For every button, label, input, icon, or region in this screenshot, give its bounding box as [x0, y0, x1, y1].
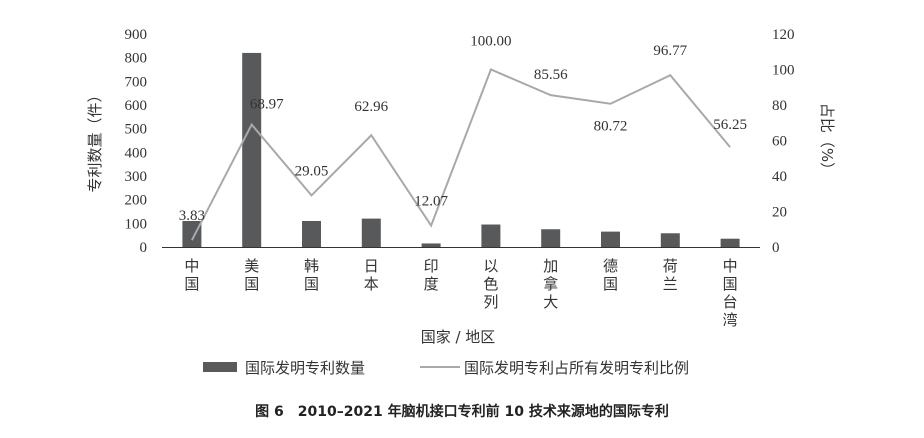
category-label: 中国 — [184, 257, 199, 293]
bar — [541, 229, 561, 247]
figure-caption: 图 6 2010–2021 年脑机接口专利前 10 技术来源地的国际专利 — [255, 403, 669, 420]
bar — [481, 224, 501, 247]
bar — [302, 220, 321, 247]
x-axis-title: 国家 / 地区 — [421, 328, 496, 346]
left-tick-label: 800 — [125, 51, 148, 67]
category-label: 日本 — [364, 257, 379, 293]
bar — [182, 220, 202, 247]
category-label: 印度 — [424, 257, 439, 293]
right-tick-label: 80 — [772, 98, 787, 114]
left-axis-ticks: 0 100 200 300 400 500 600 700 800 900 — [125, 27, 148, 256]
data-label: 29.05 — [295, 163, 329, 179]
line-data-labels: 3.83 68.97 29.05 62.96 12.07 100.00 85.56 80.72… — [179, 34, 747, 225]
data-label: 96.77 — [653, 43, 687, 59]
left-tick-label: 600 — [125, 98, 148, 114]
category-label: 以色列 — [483, 257, 498, 311]
data-label: 85.56 — [534, 67, 568, 83]
right-tick-label: 0 — [772, 240, 780, 256]
data-label: 68.97 — [250, 97, 284, 113]
bar — [601, 231, 620, 247]
legend: 国际发明专利数量 国际发明专利占所有发明专利比例 — [203, 359, 689, 377]
data-label: 62.96 — [354, 99, 388, 115]
left-tick-label: 900 — [125, 27, 148, 43]
data-label: 56.25 — [713, 117, 747, 133]
right-tick-label: 60 — [772, 134, 787, 150]
category-label: 荷兰 — [663, 257, 678, 293]
right-tick-label: 100 — [772, 63, 795, 79]
bar — [361, 218, 381, 247]
category-label: 加拿大 — [543, 257, 558, 311]
right-tick-label: 20 — [772, 205, 787, 221]
right-tick-label: 40 — [772, 169, 787, 185]
left-tick-label: 0 — [140, 240, 148, 256]
left-tick-label: 700 — [125, 74, 148, 90]
bar — [242, 52, 262, 247]
right-axis-ticks: 0 20 40 60 80 100 120 — [772, 27, 795, 256]
y-axis-left-title: 专利数量（件） — [86, 87, 104, 192]
left-tick-label: 300 — [125, 169, 148, 185]
right-tick-label: 120 — [772, 27, 795, 43]
data-label: 12.07 — [414, 194, 448, 210]
left-tick-label: 500 — [125, 122, 148, 138]
bar — [720, 238, 740, 247]
legend-line-label: 国际发明专利占所有发明专利比例 — [464, 359, 689, 377]
category-label: 中国台湾 — [723, 257, 738, 329]
data-label: 100.00 — [470, 34, 511, 50]
bar — [660, 233, 680, 247]
bar-series — [182, 52, 740, 247]
category-labels: 中国 美国 韩国 日本 印度 以色列 加拿大 德国 荷兰 中国台湾 — [184, 257, 737, 329]
legend-bar-swatch — [203, 362, 237, 372]
y-axis-right-title: 占比（%） — [818, 103, 836, 177]
ratio-line-series — [191, 68, 731, 241]
data-label: 80.72 — [594, 119, 628, 135]
category-label: 美国 — [244, 257, 259, 293]
category-label: 韩国 — [304, 257, 319, 293]
left-tick-label: 400 — [125, 145, 148, 161]
category-label: 德国 — [603, 257, 618, 293]
legend-bar-label: 国际发明专利数量 — [245, 359, 365, 377]
bar — [421, 243, 441, 247]
data-label: 3.83 — [179, 208, 205, 224]
left-tick-label: 200 — [125, 193, 148, 209]
left-tick-label: 100 — [125, 216, 148, 232]
